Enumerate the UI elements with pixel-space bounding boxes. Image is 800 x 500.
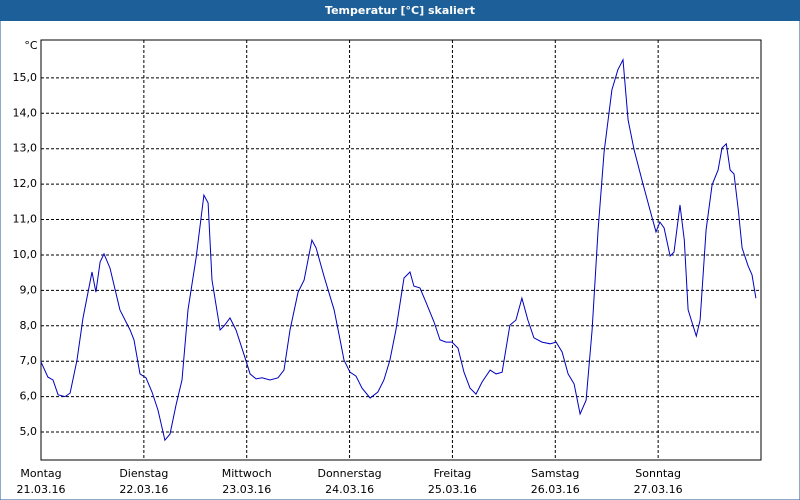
y-tick-label: 12,0: [13, 177, 38, 190]
x-tick-date: 22.03.16: [119, 483, 168, 496]
y-tick-label: 11,0: [13, 213, 38, 226]
y-tick-label: 7,0: [20, 354, 38, 367]
x-tick-label: Mittwoch: [222, 467, 272, 480]
x-tick-label: Samstag: [531, 467, 579, 480]
chart-title: Temperatur [°C] skaliert: [325, 4, 475, 17]
x-tick-date: 23.03.16: [222, 483, 271, 496]
y-tick-label: 8,0: [20, 319, 38, 332]
y-axis-unit: °C: [24, 39, 38, 52]
x-tick-label: Donnerstag: [317, 467, 381, 480]
x-tick-date: 25.03.16: [428, 483, 477, 496]
x-tick-label: Montag: [20, 467, 61, 480]
y-tick-label: 5,0: [20, 425, 38, 438]
y-tick-label: 13,0: [13, 142, 38, 155]
x-tick-label: Freitag: [434, 467, 472, 480]
y-tick-label: 15,0: [13, 71, 38, 84]
y-tick-label: 9,0: [20, 283, 38, 296]
y-tick-label: 14,0: [13, 106, 38, 119]
temperature-line: [40, 58, 757, 442]
x-tick-label: Dienstag: [119, 467, 168, 480]
x-tick-date: 24.03.16: [325, 483, 374, 496]
x-tick-date: 27.03.16: [634, 483, 683, 496]
x-tick-date: 21.03.16: [17, 483, 66, 496]
x-tick-date: 26.03.16: [531, 483, 580, 496]
y-tick-label: 6,0: [20, 390, 38, 403]
y-tick-label: 10,0: [13, 248, 38, 261]
title-bar: [0, 0, 800, 21]
x-tick-label: Sonntag: [635, 467, 681, 480]
